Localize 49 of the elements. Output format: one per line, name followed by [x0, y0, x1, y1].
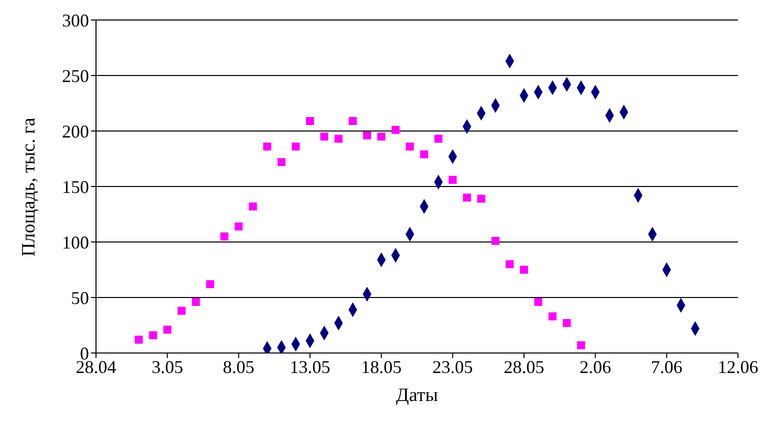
- point: [577, 341, 586, 350]
- x-tick-label: 3.05: [152, 356, 184, 377]
- point: [506, 260, 514, 268]
- point: [448, 176, 457, 184]
- point: [320, 132, 328, 141]
- point: [377, 132, 386, 141]
- point: [334, 134, 343, 143]
- point: [462, 194, 471, 202]
- y-tick-label: 200: [62, 121, 89, 142]
- point: [306, 117, 314, 126]
- point: [163, 326, 172, 334]
- point: [292, 142, 300, 151]
- point: [277, 158, 286, 166]
- point: [420, 150, 428, 158]
- point: [234, 222, 243, 230]
- point: [562, 319, 571, 328]
- x-tick-label: 23.05: [432, 356, 473, 377]
- point: [534, 298, 542, 306]
- point: [134, 336, 143, 344]
- x-tick-label: 7.06: [650, 356, 682, 377]
- x-tick-label: 12.06: [718, 356, 758, 377]
- x-tick-label: 18.05: [361, 356, 402, 377]
- y-tick-label: 300: [62, 10, 89, 30]
- point: [548, 312, 557, 320]
- x-tick-label: 8.05: [222, 356, 254, 377]
- x-tick-label: 2.06: [580, 356, 612, 377]
- point: [178, 306, 186, 315]
- y-tick-label: 250: [62, 66, 89, 86]
- y-tick-label: 150: [62, 176, 89, 197]
- x-tick-label: 28.05: [504, 356, 544, 377]
- point: [248, 202, 257, 210]
- point: [192, 298, 200, 306]
- x-axis-title: Даты: [396, 385, 438, 406]
- point: [348, 117, 357, 126]
- x-tick-label: 13.05: [290, 356, 330, 377]
- point: [220, 232, 228, 240]
- y-axis-title: Площадь, тыс. га: [18, 117, 40, 256]
- point: [363, 131, 372, 140]
- point: [392, 126, 400, 134]
- point: [434, 134, 442, 143]
- point: [206, 280, 214, 288]
- point: [477, 194, 486, 203]
- point: [491, 236, 500, 245]
- y-tick-label: 100: [62, 232, 89, 252]
- y-tick-label: 50: [71, 288, 89, 308]
- point: [520, 266, 528, 274]
- point: [406, 142, 414, 151]
- point: [263, 142, 272, 151]
- point: [149, 331, 158, 340]
